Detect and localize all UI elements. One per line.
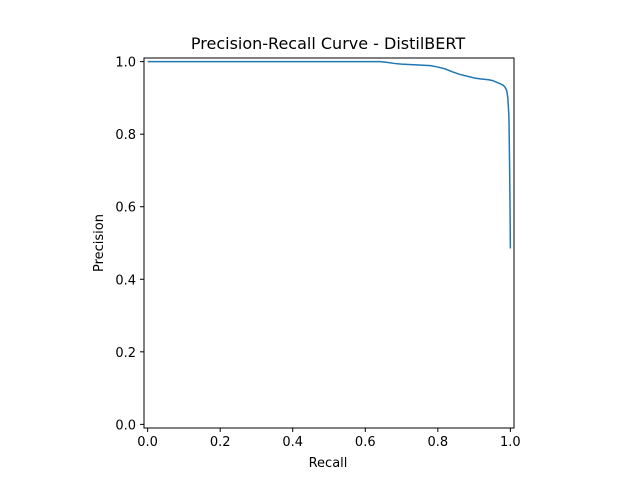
y-tick-label: 0.4 [115, 273, 136, 288]
x-tick-label: 0.6 [355, 435, 376, 450]
y-tick-label: 0.0 [115, 418, 136, 433]
x-axis-label: Recall [309, 456, 348, 471]
y-tick-label: 0.8 [115, 128, 136, 143]
y-tick-label: 0.6 [115, 201, 136, 216]
x-tick-label: 0.8 [427, 435, 448, 450]
axes-frame [143, 57, 515, 429]
x-tick-label: 1.0 [500, 435, 521, 450]
y-tick-label: 0.2 [115, 346, 136, 361]
x-tick-label: 0.2 [210, 435, 231, 450]
series-layer [147, 60, 512, 249]
chart-title: Precision-Recall Curve - DistilBERT [191, 34, 465, 53]
ticks-layer: 0.0 0.2 0.4 0.6 0.8 1.0 0.0 0.2 0.4 0.6 0.8 1.0 [115, 56, 520, 450]
y-axis-label: Precision [92, 214, 107, 272]
pr-curve-line-0 [147, 60, 512, 249]
x-tick-label: 0.4 [282, 435, 303, 450]
y-tick-label: 1.0 [115, 56, 136, 71]
x-tick-label: 0.0 [137, 435, 158, 450]
